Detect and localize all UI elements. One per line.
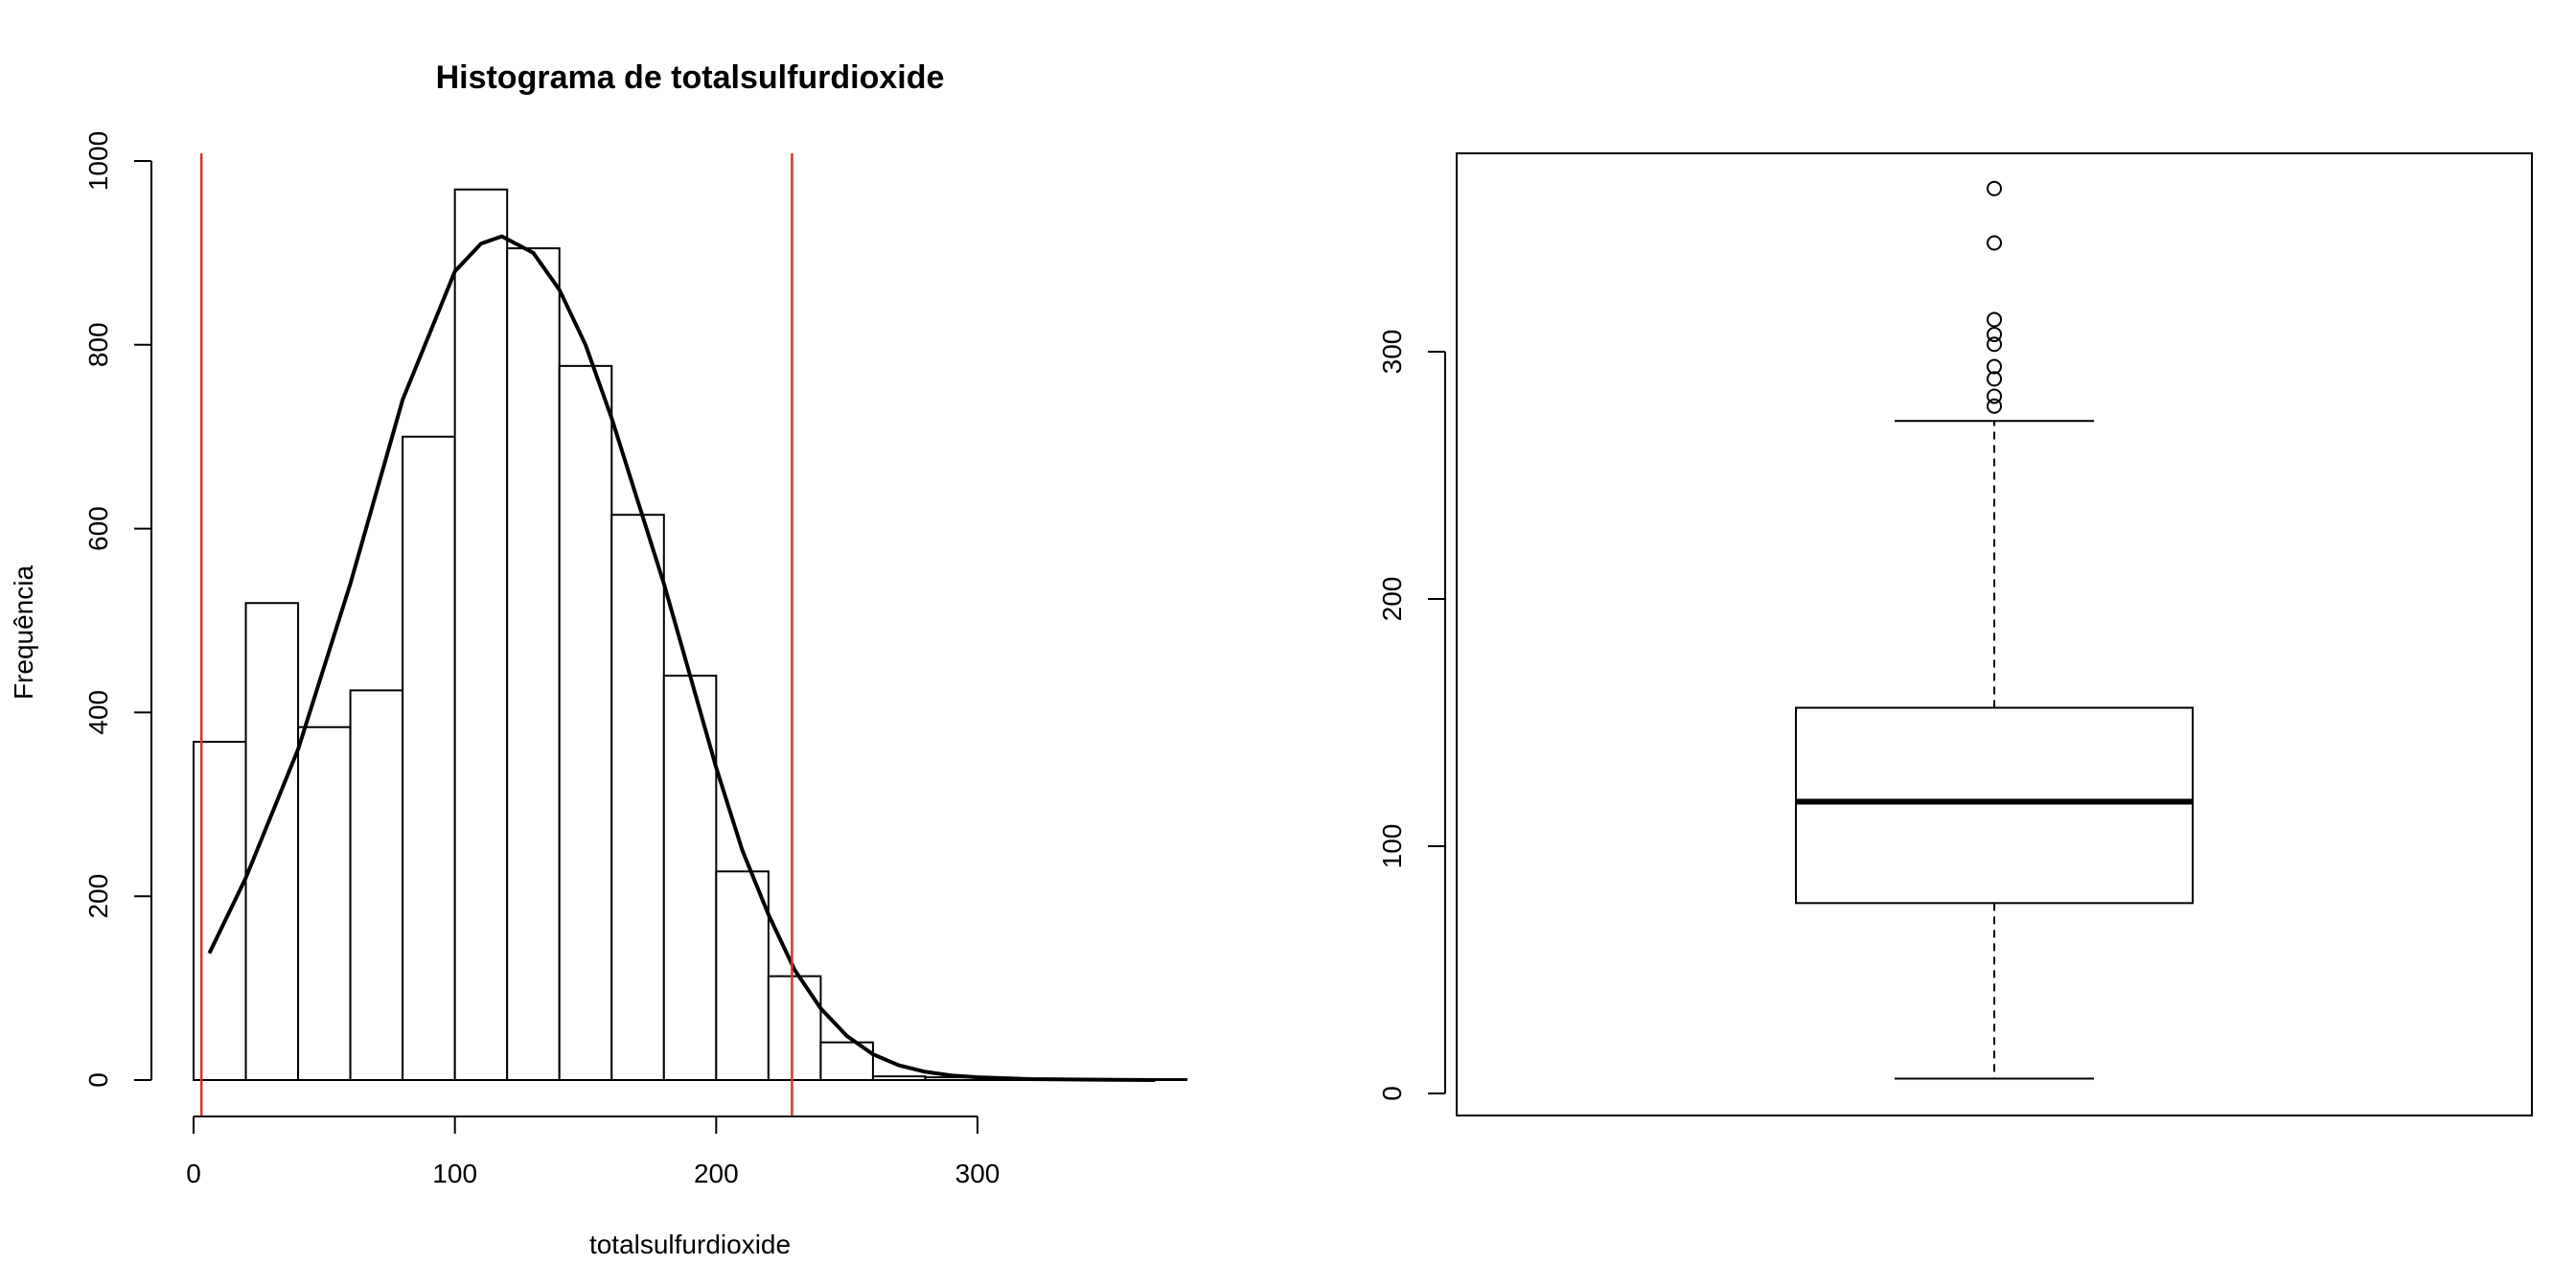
boxplot-body: [1795, 420, 2194, 1080]
histogram-y-tick-label: 800: [83, 322, 113, 367]
histogram-y-tick-label: 1000: [83, 131, 113, 191]
histogram-bar-3: [349, 689, 404, 1081]
histogram-panel: Histograma de totalsulfurdioxide totalsu…: [9, 59, 1188, 1259]
histogram-y-tick-label: 0: [83, 1072, 113, 1088]
boxplot-y-tick-label: 300: [1377, 330, 1407, 375]
boxplot-y-tick-label: 100: [1377, 824, 1407, 869]
histogram-bar-2: [297, 725, 352, 1082]
histogram-x-tick-label: 0: [186, 1159, 201, 1188]
histogram-x-axis-label: totalsulfurdioxide: [589, 1230, 791, 1259]
boxplot-panel: 0 100 200 300: [1377, 152, 2533, 1116]
boxplot-y-tick-label: 0: [1377, 1086, 1407, 1101]
outlier-point-4: [1987, 336, 2002, 353]
histogram-bar-13: [871, 1075, 927, 1081]
histogram-x-axis: 0 100 200 300: [186, 1116, 1000, 1188]
histogram-y-axis: 0 200 400 600 800 1000: [83, 131, 152, 1088]
outlier-point-3: [1987, 358, 2002, 375]
histogram-bar-1: [244, 602, 300, 1081]
histogram-bar-4: [402, 435, 456, 1081]
interquartile-box: [1795, 706, 2194, 905]
histogram-bar-7: [558, 364, 613, 1081]
histogram-y-tick-label: 200: [83, 874, 113, 919]
histogram-bar-8: [610, 514, 665, 1081]
outlier-point-0: [1987, 398, 2002, 414]
outlier-point-6: [1987, 311, 2002, 328]
histogram-title: Histograma de totalsulfurdioxide: [436, 59, 945, 96]
histogram-y-axis-label: Frequência: [9, 565, 38, 701]
outlier-point-7: [1987, 235, 2002, 251]
histogram-x-tick-label: 200: [694, 1159, 739, 1188]
histogram-y-tick-label: 400: [83, 690, 113, 735]
outlier-point-5: [1987, 326, 2002, 342]
boxplot-frame: [1456, 152, 2533, 1116]
boxplot-outliers: [1987, 180, 2002, 414]
boxplot-y-tick-label: 200: [1377, 577, 1407, 622]
histogram-bar-5: [453, 188, 509, 1081]
histogram-bars: [193, 188, 1188, 1082]
outlier-point-1: [1987, 388, 2002, 404]
histogram-bar-11: [767, 975, 822, 1081]
outlier-point-8: [1987, 180, 2002, 196]
boxplot-y-axis: 0 100 200 300: [1377, 330, 1446, 1101]
density-curve-group: [207, 234, 1156, 1082]
histogram-bar-10: [715, 870, 770, 1081]
reference-lines: [199, 153, 794, 1116]
histogram-bar-6: [506, 247, 561, 1082]
density-curve: [207, 234, 1156, 1082]
outlier-point-2: [1987, 371, 2002, 387]
histogram-y-tick-label: 600: [83, 506, 113, 551]
histogram-x-tick-label: 100: [432, 1159, 477, 1188]
histogram-x-tick-label: 300: [955, 1159, 1000, 1188]
